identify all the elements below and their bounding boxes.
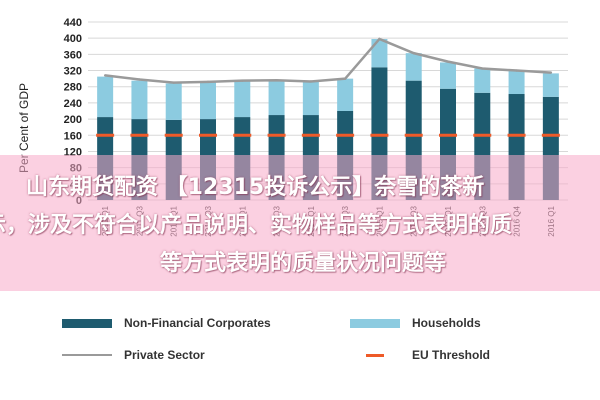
headline-line-2: 示，涉及不符合以产品说明、实物样品等方式表明的质 (0, 213, 513, 238)
bar-households (405, 53, 422, 81)
bar-households (165, 83, 182, 120)
bar-households (508, 70, 525, 95)
private-sector-point (446, 60, 450, 63)
bar-households (474, 68, 491, 93)
headline-line-1: 山东期货配资 【12315投诉公示】奈雪的茶新 (26, 175, 485, 200)
bar-households (302, 80, 319, 116)
private-sector-point (275, 79, 278, 82)
y-tick-label: 320 (64, 66, 82, 78)
y-tick-label: 200 (64, 114, 82, 126)
private-sector-line (104, 37, 551, 84)
legend-item-households: Households (350, 316, 481, 330)
private-sector-point (138, 78, 141, 81)
legend-swatch-private-sector (62, 354, 112, 356)
legend-label: EU Threshold (412, 348, 491, 362)
bar-households (200, 81, 216, 120)
y-tick-label: 440 (64, 17, 82, 29)
bar-households (234, 81, 251, 118)
private-sector-point (481, 67, 484, 70)
legend-swatch-households (350, 318, 400, 328)
private-sector-point (343, 77, 347, 80)
private-sector-point (378, 37, 381, 41)
private-sector-point (309, 80, 313, 83)
chart-legend: Non-Financial Corporates Households Priv… (0, 300, 600, 400)
legend-swatch-eu-threshold (350, 351, 400, 360)
legend-label: Private Sector (124, 348, 205, 362)
bar-households (97, 76, 114, 118)
legend-item-private-sector: Private Sector (62, 348, 205, 362)
bar-households (371, 38, 388, 68)
legend-label: Non-Financial Corporates (124, 316, 271, 330)
y-tick-label: 360 (64, 49, 82, 61)
private-sector-point (206, 80, 210, 84)
line-layer (103, 37, 553, 84)
bar-households (268, 80, 285, 116)
legend-label: Households (412, 316, 481, 330)
bar-households (131, 80, 148, 120)
y-tick-label: 400 (64, 33, 82, 45)
bar-households (440, 62, 456, 89)
private-sector-point (172, 81, 175, 84)
private-sector-point (549, 71, 553, 74)
headline-overlay: 山东期货配资 【12315投诉公示】奈雪的茶新 示，涉及不符合以产品说明、实物样… (0, 155, 600, 291)
y-tick-label: 240 (64, 98, 82, 110)
private-sector-point (241, 79, 244, 82)
y-tick-label: 160 (64, 130, 82, 142)
bar-households (542, 73, 559, 97)
bar-households (337, 78, 354, 111)
y-tick-label: 280 (64, 82, 82, 94)
legend-item-non-financial-corporates: Non-Financial Corporates (62, 316, 271, 330)
headline-line-3: 等方式表明的质量状况问题等 (160, 251, 447, 276)
y-axis-label: Per Cent of GDP (17, 83, 31, 173)
private-sector-point (515, 69, 518, 72)
private-sector-point (412, 51, 415, 55)
legend-swatch-non-financial-corporates (62, 318, 112, 328)
legend-item-eu-threshold: EU Threshold (350, 348, 490, 362)
private-sector-point (103, 74, 107, 77)
